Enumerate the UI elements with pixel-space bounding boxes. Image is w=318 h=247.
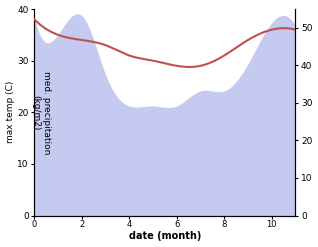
- Y-axis label: med. precipitation
(kg/m2): med. precipitation (kg/m2): [31, 71, 51, 154]
- Y-axis label: max temp (C): max temp (C): [5, 81, 15, 144]
- X-axis label: date (month): date (month): [129, 231, 201, 242]
